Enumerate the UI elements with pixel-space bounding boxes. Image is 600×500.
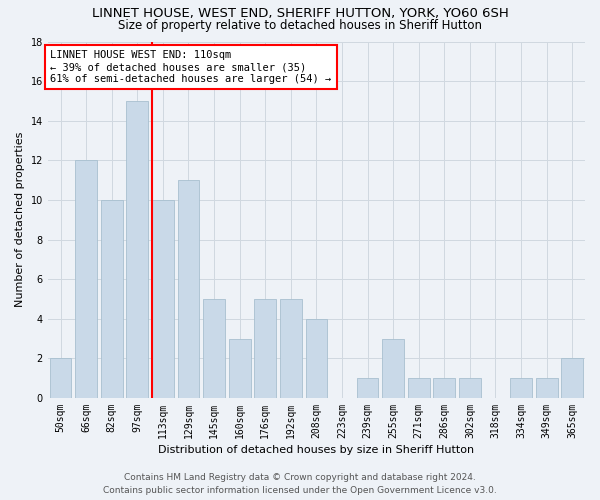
- Bar: [101, 200, 122, 398]
- Text: Size of property relative to detached houses in Sheriff Hutton: Size of property relative to detached ho…: [118, 19, 482, 32]
- Bar: [356, 378, 379, 398]
- Bar: [178, 180, 199, 398]
- Bar: [75, 160, 97, 398]
- Bar: [254, 299, 276, 398]
- Bar: [562, 358, 583, 398]
- Bar: [408, 378, 430, 398]
- Bar: [536, 378, 557, 398]
- Bar: [433, 378, 455, 398]
- Bar: [50, 358, 71, 398]
- Bar: [382, 338, 404, 398]
- Text: LINNET HOUSE WEST END: 110sqm
← 39% of detached houses are smaller (35)
61% of s: LINNET HOUSE WEST END: 110sqm ← 39% of d…: [50, 50, 332, 84]
- Bar: [305, 318, 327, 398]
- Bar: [152, 200, 174, 398]
- Bar: [203, 299, 225, 398]
- X-axis label: Distribution of detached houses by size in Sheriff Hutton: Distribution of detached houses by size …: [158, 445, 475, 455]
- Bar: [229, 338, 251, 398]
- Text: LINNET HOUSE, WEST END, SHERIFF HUTTON, YORK, YO60 6SH: LINNET HOUSE, WEST END, SHERIFF HUTTON, …: [92, 8, 508, 20]
- Bar: [510, 378, 532, 398]
- Bar: [127, 101, 148, 398]
- Bar: [459, 378, 481, 398]
- Text: Contains HM Land Registry data © Crown copyright and database right 2024.
Contai: Contains HM Land Registry data © Crown c…: [103, 474, 497, 495]
- Y-axis label: Number of detached properties: Number of detached properties: [15, 132, 25, 308]
- Bar: [280, 299, 302, 398]
